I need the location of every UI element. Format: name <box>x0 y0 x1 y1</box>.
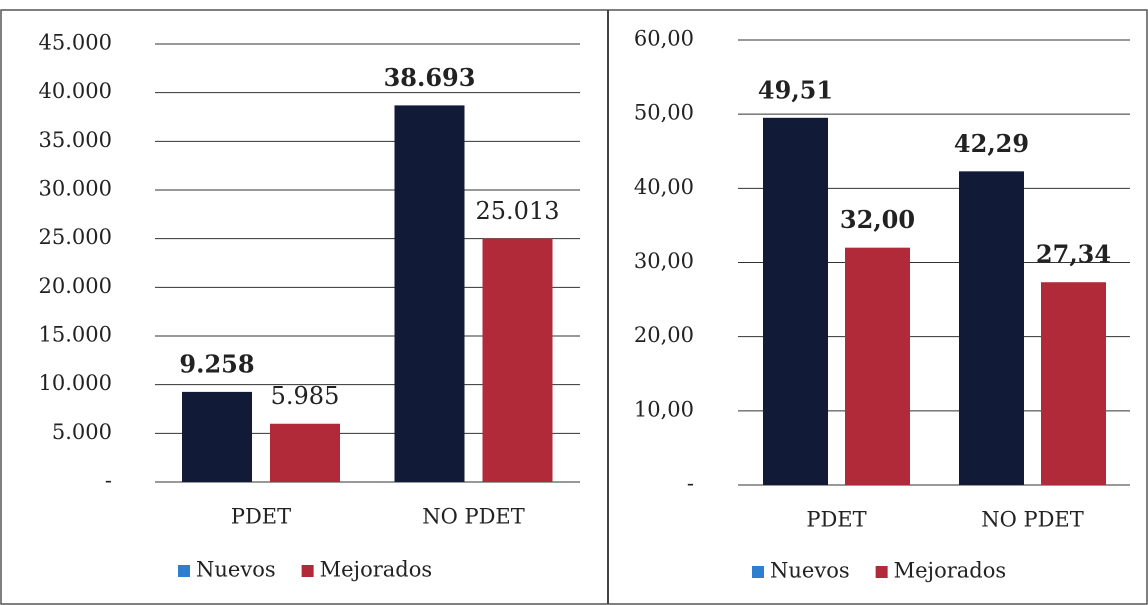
data-label: 49,51 <box>758 75 833 104</box>
data-label: 9.258 <box>179 349 254 378</box>
data-label: 38.693 <box>384 63 476 92</box>
data-label: 42,29 <box>954 129 1029 158</box>
y-tick-label: 15.000 <box>39 323 112 347</box>
data-label: 32,00 <box>840 205 915 234</box>
legend-label: Mejorados <box>894 559 1007 583</box>
y-tick-label: 30,00 <box>634 249 694 273</box>
legend-swatch <box>178 565 190 577</box>
y-tick-label: 40,00 <box>634 175 694 199</box>
legend-swatch <box>752 566 764 578</box>
y-tick-label: 60,00 <box>634 27 694 51</box>
bar <box>763 117 828 485</box>
data-label: 5.985 <box>271 382 340 410</box>
y-tick-label: 50,00 <box>634 101 694 125</box>
legend-label: Nuevos <box>196 558 276 582</box>
y-tick-label: 45.000 <box>39 31 112 55</box>
bar <box>482 238 553 482</box>
y-tick-label: - <box>687 472 694 496</box>
y-tick-label: 20.000 <box>39 274 112 298</box>
x-tick-label: NO PDET <box>422 505 525 529</box>
legend-label: Mejorados <box>320 558 433 582</box>
bar <box>959 171 1024 485</box>
x-tick-label: NO PDET <box>981 508 1084 532</box>
y-tick-label: 10,00 <box>634 397 694 421</box>
y-tick-label: 30.000 <box>39 177 112 201</box>
legend-label: Nuevos <box>770 559 850 583</box>
y-tick-label: 10.000 <box>39 371 112 395</box>
bar <box>182 391 252 482</box>
y-tick-label: 40.000 <box>39 79 112 103</box>
y-tick-label: - <box>105 469 112 493</box>
bar <box>845 247 910 485</box>
y-tick-label: 5.000 <box>52 420 112 444</box>
data-label: 25.013 <box>476 197 560 225</box>
bar <box>1041 282 1106 485</box>
data-label: 27,34 <box>1036 240 1111 269</box>
x-tick-label: PDET <box>806 508 866 532</box>
y-tick-label: 35.000 <box>39 128 112 152</box>
y-tick-label: 25.000 <box>39 225 112 249</box>
y-tick-label: 20,00 <box>634 323 694 347</box>
bar <box>394 105 465 483</box>
legend-swatch <box>301 565 314 577</box>
bar <box>270 423 340 482</box>
legend-swatch <box>875 566 888 578</box>
x-tick-label: PDET <box>231 505 291 529</box>
frame <box>0 9 1148 605</box>
